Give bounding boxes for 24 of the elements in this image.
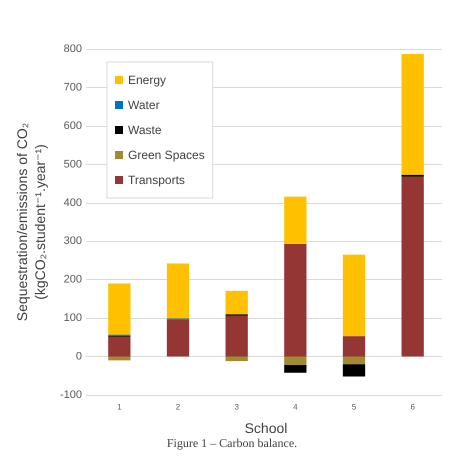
x-tick-label: 6 (410, 402, 416, 412)
x-axis-title: School (244, 420, 288, 436)
x-tick-label: 2 (176, 402, 181, 412)
y-tick-label: 300 (64, 235, 82, 248)
legend-label: Energy (128, 73, 166, 87)
legend-label: Water (128, 98, 160, 112)
x-tick-label: 4 (293, 402, 298, 412)
x-tick-label: 1 (117, 402, 122, 412)
y-tick-label: 700 (64, 81, 82, 94)
x-tick-label: 5 (352, 402, 357, 412)
y-tick-label: 800 (64, 43, 82, 55)
y-tick-label: 100 (64, 312, 82, 324)
legend-label: Green Spaces (128, 148, 205, 162)
caption: Figure 1 – Carbon balance. (166, 436, 298, 450)
legend-label: Waste (128, 123, 162, 137)
y-tick-label: 0 (76, 350, 82, 363)
legend-label: Transports (128, 173, 185, 187)
y-tick-label: 200 (64, 274, 82, 286)
y-tick-label: 500 (64, 158, 82, 170)
y-tick-label: 400 (64, 196, 82, 209)
x-tick-label: 3 (234, 402, 240, 412)
y-tick-label: 600 (64, 120, 82, 132)
y-tick-label: -100 (60, 389, 82, 401)
y-axis-title: Sequestration/emissions of CO₂ (kgCO₂.student⁻¹.year⁻¹) (14, 122, 48, 322)
